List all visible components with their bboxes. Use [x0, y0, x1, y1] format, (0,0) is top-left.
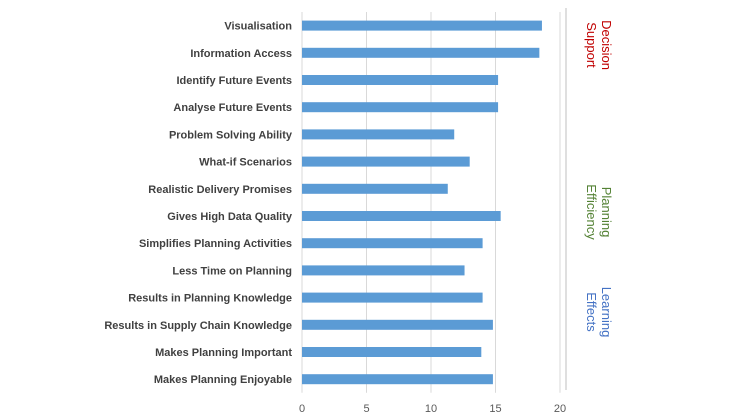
bar: [302, 20, 542, 31]
bar: [302, 129, 455, 140]
bar: [302, 75, 499, 85]
category-label: Identify Future Events: [176, 75, 292, 87]
x-tick-label: 5: [363, 403, 369, 415]
category-label: Simplifies Planning Activities: [139, 238, 292, 250]
bar: [302, 102, 499, 113]
group-label-line: Effects: [584, 292, 599, 332]
bar: [302, 265, 465, 276]
group-label-line: Efficiency: [584, 184, 599, 240]
category-label: What-if Scenarios: [199, 157, 292, 169]
category-label: Results in Supply Chain Knowledge: [104, 320, 292, 332]
x-tick-label: 10: [425, 403, 437, 415]
bar: [302, 292, 483, 303]
bar: [302, 347, 482, 357]
bar: [302, 374, 493, 385]
bar: [302, 156, 470, 167]
bar: [302, 319, 493, 330]
bar: [302, 211, 501, 221]
category-label: Problem Solving Ability: [169, 129, 293, 141]
group-label-line: Decision: [599, 20, 614, 70]
group-label-line: Support: [584, 22, 599, 68]
x-tick-label: 20: [554, 403, 566, 415]
category-label: Less Time on Planning: [172, 265, 292, 277]
bar: [302, 183, 448, 194]
category-label: Gives High Data Quality: [167, 211, 293, 223]
bar: [302, 47, 540, 58]
grid-lines: [301, 12, 561, 393]
category-label: Makes Planning Enjoyable: [154, 374, 292, 386]
category-label: Makes Planning Important: [155, 347, 292, 359]
bars: [302, 20, 542, 385]
group-label-line: Planning: [599, 187, 614, 238]
group-label-line: Learning: [599, 287, 614, 338]
category-labels: Visualisation Information Access Identify …: [104, 21, 293, 387]
x-tick-label: 0: [299, 403, 305, 415]
x-tick-label: 15: [489, 403, 501, 415]
category-label: Information Access: [190, 48, 292, 60]
category-label: Analyse Future Events: [173, 102, 292, 114]
category-label: Results in Planning Knowledge: [128, 293, 292, 305]
tick-labels: 0 5 10 15 20: [299, 403, 566, 415]
category-label: Realistic Delivery Promises: [148, 184, 292, 196]
category-label: Visualisation: [224, 21, 292, 33]
bar: [302, 238, 483, 249]
